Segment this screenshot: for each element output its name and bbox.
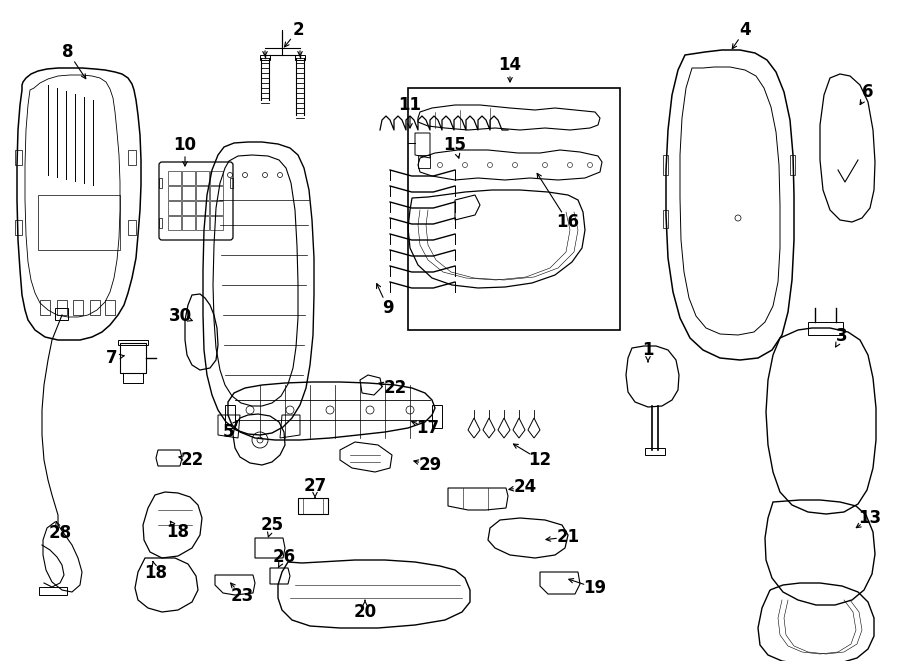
Bar bbox=[408, 88, 620, 330]
Text: 9: 9 bbox=[382, 299, 394, 317]
Text: 10: 10 bbox=[174, 136, 196, 154]
Bar bbox=[168, 216, 181, 230]
Bar bbox=[210, 171, 223, 185]
Text: 8: 8 bbox=[62, 43, 74, 61]
Bar bbox=[196, 201, 209, 215]
Text: 25: 25 bbox=[260, 516, 284, 534]
Text: 24: 24 bbox=[513, 478, 536, 496]
Text: 13: 13 bbox=[859, 509, 882, 527]
Text: 23: 23 bbox=[230, 587, 254, 605]
Bar bbox=[182, 171, 195, 185]
Bar bbox=[182, 201, 195, 215]
Text: 21: 21 bbox=[556, 528, 580, 546]
Text: 7: 7 bbox=[106, 349, 118, 367]
Bar bbox=[168, 186, 181, 200]
Text: 17: 17 bbox=[417, 419, 439, 437]
Text: 26: 26 bbox=[273, 548, 295, 566]
Bar bbox=[196, 216, 209, 230]
Bar bbox=[182, 186, 195, 200]
Text: 11: 11 bbox=[399, 96, 421, 114]
Bar bbox=[196, 186, 209, 200]
Bar bbox=[210, 186, 223, 200]
Text: 22: 22 bbox=[383, 379, 407, 397]
Text: 3: 3 bbox=[836, 327, 848, 345]
Bar bbox=[196, 171, 209, 185]
Text: 19: 19 bbox=[583, 579, 607, 597]
Text: 15: 15 bbox=[444, 136, 466, 154]
Text: 12: 12 bbox=[528, 451, 552, 469]
Text: 2: 2 bbox=[292, 21, 304, 39]
Text: 28: 28 bbox=[49, 524, 72, 542]
Text: 20: 20 bbox=[354, 603, 376, 621]
Text: 27: 27 bbox=[303, 477, 327, 495]
Bar bbox=[182, 216, 195, 230]
Text: 5: 5 bbox=[222, 423, 234, 441]
Text: 18: 18 bbox=[145, 564, 167, 582]
Bar bbox=[168, 201, 181, 215]
Bar bbox=[210, 216, 223, 230]
Text: 6: 6 bbox=[862, 83, 874, 101]
Bar bbox=[210, 201, 223, 215]
Text: 29: 29 bbox=[418, 456, 442, 474]
Text: 4: 4 bbox=[739, 21, 751, 39]
Text: 30: 30 bbox=[168, 307, 192, 325]
Text: 16: 16 bbox=[556, 213, 580, 231]
Text: 18: 18 bbox=[166, 523, 190, 541]
Text: 14: 14 bbox=[499, 56, 522, 74]
Bar bbox=[168, 171, 181, 185]
Text: 1: 1 bbox=[643, 341, 653, 359]
Text: 22: 22 bbox=[180, 451, 203, 469]
